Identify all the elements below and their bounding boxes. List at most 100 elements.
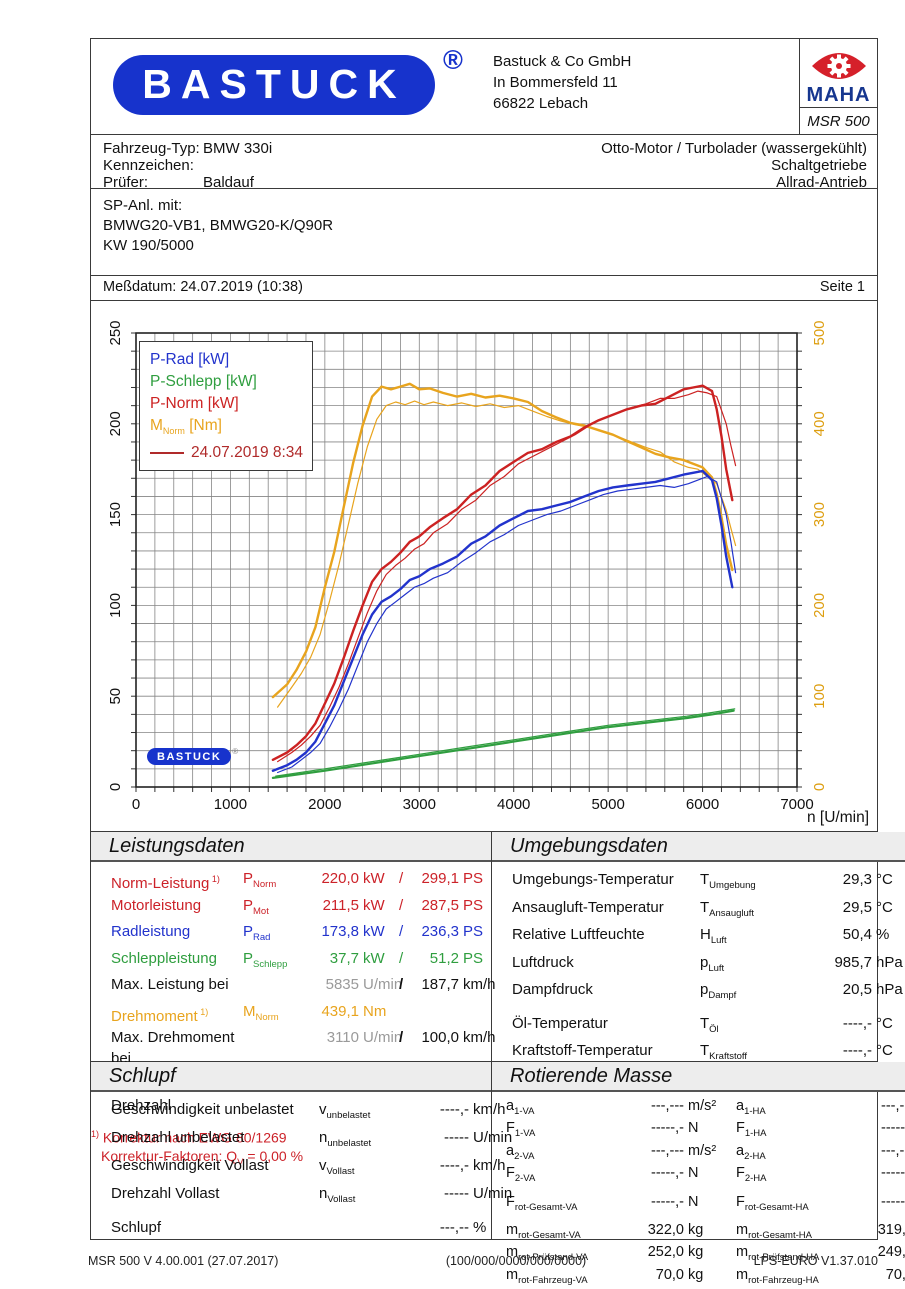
- value-ps: 51,2: [429, 949, 459, 967]
- x-tick-label: 4000: [497, 796, 530, 813]
- value-kw: 5835: [325, 976, 359, 993]
- symbol: [319, 1217, 407, 1239]
- symbol: a1-HA: [736, 1098, 766, 1117]
- unit: U/min: [473, 1129, 513, 1146]
- value: -----: [444, 1185, 469, 1202]
- symbol: F1-VA: [506, 1120, 536, 1140]
- y-right-tick-label: 300: [811, 502, 828, 527]
- value: -----,-: [650, 1165, 684, 1182]
- section-title: Leistungsdaten: [91, 832, 491, 862]
- value: 70,0: [885, 1266, 905, 1283]
- table-row: F2-VA -----,- N: [506, 1165, 736, 1187]
- value: -----,-: [880, 1165, 905, 1182]
- unit: kg: [688, 1244, 704, 1261]
- vehicle-info-section: Fahrzeug-Typ: BMW 330i Kennzeichen: Prüf…: [91, 135, 877, 191]
- company-address: Bastuck & Co GmbH In Bommersfeld 11 6682…: [491, 39, 799, 134]
- table-row: Drehmoment 1) MNorm 439,1 Nm: [111, 1002, 491, 1029]
- table-row: Kraftstoff-Temperatur TKraftstoff ----,- °C: [512, 1040, 905, 1068]
- company-street: In Bommersfeld 11: [493, 74, 618, 91]
- table-row: a1-VA ---,--- m/s²: [506, 1098, 736, 1120]
- value: ---,--: [439, 1219, 469, 1236]
- y-left-tick-label: 100: [107, 593, 124, 618]
- footnote-text: Korrektur-Faktoren: Q: [101, 1147, 238, 1164]
- unit: m/s²: [688, 1142, 717, 1159]
- unit: kW: [363, 896, 385, 914]
- unit: km/h: [473, 1157, 506, 1174]
- maha-model-label: MSR 500: [800, 107, 877, 132]
- table-row: Ansaugluft-Temperatur TAnsaugluft 29,5 °C: [512, 897, 905, 925]
- table-row: Frot-Gesamt-HA-----,-N: [736, 1194, 905, 1216]
- bastuck-watermark-logo: BASTUCK: [147, 748, 232, 765]
- x-tick-label: 7000: [780, 796, 813, 813]
- registered-trademark-icon: ®: [232, 747, 239, 756]
- symbol: PMot: [243, 896, 269, 917]
- row-label: Umgebungs-Temperatur: [512, 871, 674, 888]
- row-label: Relative Luftfeuchte: [512, 926, 645, 943]
- unit: kg: [688, 1266, 704, 1283]
- row-label: Drehzahl Vollast: [111, 1185, 220, 1202]
- symbol: nunbelastet: [319, 1129, 372, 1149]
- sp-line: BMWG20-VB1, BMWG20-K/Q90R: [103, 217, 334, 234]
- table-row: a2-VA ---,--- m/s²: [506, 1143, 736, 1165]
- table-row: Max. Leistung bei 5835 U/min/ 187,7 km/h: [111, 975, 496, 996]
- row-label: Drehmoment 1): [111, 1006, 209, 1025]
- table-row: Relative Luftfeuchte HLuft 50,4%: [512, 924, 905, 952]
- section-title: Rotierende Masse: [492, 1062, 905, 1092]
- value: 322,0: [647, 1221, 684, 1238]
- table-row: mrot-Prüfstand-VA 252,0 kg: [506, 1244, 736, 1266]
- table-row: Schlupf ---,--%: [111, 1217, 491, 1239]
- y-left-tick-label: 200: [107, 411, 124, 436]
- performance-environment-section: Leistungsdaten Norm-Leistung 1) PNorm 220,…: [91, 832, 905, 1167]
- value-kw: 220,0: [321, 870, 359, 887]
- value: -----,-: [650, 1120, 684, 1137]
- plot-border: [135, 332, 798, 788]
- umgebungsdaten-table: Umgebungs-Temperatur TUmgebung 29,3 °C Ansau…: [492, 862, 905, 1068]
- section-title: Schlupf: [91, 1062, 491, 1092]
- row-label: Radleistung: [111, 923, 191, 940]
- value-ps: 100,0: [421, 1029, 459, 1046]
- symbol: vVollast: [319, 1157, 355, 1177]
- x-tick-label: 3000: [403, 796, 436, 813]
- table-row: a1-HA---,---m/s²: [736, 1098, 905, 1120]
- maha-logo: MAHA MSR 500: [799, 39, 877, 134]
- unit: m/s²: [688, 1098, 717, 1114]
- symbol: a1-VA: [506, 1098, 535, 1117]
- row-label: Max. Leistung bei: [111, 976, 229, 993]
- umgebungsdaten-panel: Umgebungsdaten Umgebungs-Temperatur TUmge…: [492, 832, 905, 1062]
- legend-entry: P-Schlepp [kW]: [150, 373, 257, 390]
- value: 252,0: [647, 1244, 684, 1261]
- value-ps: [411, 1002, 463, 1029]
- sp-line: KW 190/5000: [103, 237, 194, 254]
- unit: km/h: [463, 1029, 496, 1046]
- y-left-tick-label: 0: [107, 783, 124, 791]
- unit: °C: [876, 1014, 893, 1032]
- symbol: [243, 975, 301, 996]
- symbol: TKraftstoff: [700, 1042, 748, 1062]
- sp-annotation-section: SP-Anl. mit: BMWG20-VB1, BMWG20-K/Q90R K…: [91, 189, 877, 276]
- unit: PS: [463, 870, 484, 887]
- slash: /: [399, 870, 404, 887]
- slash: /: [399, 949, 404, 967]
- symbol: pLuft: [700, 953, 725, 974]
- unit: N: [688, 1193, 699, 1210]
- symbol: nVollast: [319, 1185, 356, 1205]
- gearbox-type: Schaltgetriebe: [771, 157, 867, 174]
- symbol: Frot-Gesamt-HA: [736, 1193, 809, 1213]
- unit: PS: [463, 923, 484, 940]
- value-kw: 173,8: [321, 923, 359, 940]
- table-row: Umgebungs-Temperatur TUmgebung 29,3 °C: [512, 869, 905, 897]
- symbol: HLuft: [700, 926, 727, 946]
- symbol: PNorm: [243, 870, 277, 890]
- sp-line: SP-Anl. mit:: [103, 197, 183, 214]
- table-row: Luftdruck pLuft 985,7 hPa: [512, 952, 905, 980]
- slash: /: [399, 923, 404, 940]
- slip-mass-section: Schlupf Geschwindigkeit unbelastet vunbel…: [91, 1062, 905, 1286]
- table-row: F2-HA-----,-N: [736, 1165, 905, 1187]
- value: 29,3: [842, 871, 872, 888]
- row-label: Dampfdruck: [512, 981, 593, 998]
- unit: km/h: [463, 976, 496, 993]
- field-label: Fahrzeug-Typ:: [103, 140, 200, 157]
- value: 319,0: [877, 1221, 905, 1238]
- field-label: Kennzeichen:: [103, 157, 194, 174]
